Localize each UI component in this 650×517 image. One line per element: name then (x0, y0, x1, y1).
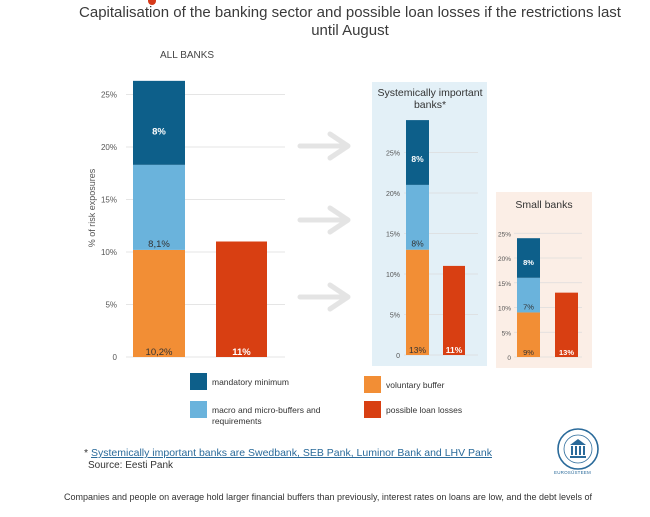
source-note: Source: Eesti Pank (88, 460, 174, 471)
all-banks-tick-label: 20% (101, 143, 117, 152)
arrow-icon (297, 282, 351, 312)
all-banks-bar-macro (133, 164, 185, 250)
all-banks-data-label: 8% (152, 126, 166, 137)
legend-swatch-voluntary (364, 376, 381, 393)
arrow-icon (297, 131, 351, 161)
systemic-banks-data-label: 11% (446, 345, 463, 355)
systemic-banks-tick-label: 25% (386, 151, 400, 158)
small-banks-title: Small banks (515, 199, 573, 211)
small-banks-tick-label: 25% (498, 231, 511, 238)
all-banks-tick-label: 0 (113, 353, 118, 362)
all-banks-title: ALL BANKS (160, 50, 215, 61)
systemic-banks-tick-label: 10% (386, 272, 400, 279)
systemic-banks-bar-mandatory (406, 120, 429, 185)
legend-swatch-mandatory (190, 373, 207, 390)
all-banks-data-label: 8,1% (148, 239, 170, 250)
systemic-banks-data-label: 8% (411, 154, 424, 164)
footnote-marker: * (84, 447, 89, 459)
all-banks-tick-label: 25% (101, 91, 117, 100)
small-banks-data-label: 9% (523, 348, 534, 357)
small-banks-data-label: 7% (523, 302, 534, 311)
footnote: * Systemically important banks are Swedb… (84, 447, 492, 459)
systemic-banks-panel (372, 82, 487, 366)
legend-item-losses: possible loan losses (364, 401, 524, 421)
small-banks-data-label: 8% (523, 258, 534, 267)
systemic-banks-title: Systemically important banks* (377, 87, 483, 111)
all-banks-tick-label: 15% (101, 196, 117, 205)
systemic-banks-bar-losses (443, 265, 465, 355)
systemic-banks-data-label: 8% (411, 239, 424, 249)
article-paragraph: Companies and people on average hold lar… (64, 492, 592, 502)
title-accent-mark (148, 0, 156, 5)
chart-title: Capitalisation of the banking sector and… (79, 4, 621, 39)
eesti-pank-logo (556, 427, 600, 471)
y-axis-title: % of risk exposures (87, 168, 97, 247)
systemic-banks-bar-voluntary (406, 249, 429, 355)
legend-item-voluntary: voluntary buffer (364, 376, 524, 396)
all-banks-bar-losses (216, 241, 267, 357)
systemic-banks-tick-label: 0 (396, 353, 400, 360)
small-banks-data-label: 13% (559, 348, 574, 357)
legend-label-macro: macro and micro-buffers and requirements (212, 405, 321, 426)
systemic-banks-data-label: 13% (409, 345, 426, 355)
all-banks-data-label: 10,2% (146, 347, 173, 358)
legend-swatch-macro (190, 401, 207, 418)
all-banks-tick-label: 5% (105, 301, 117, 310)
legend-swatch-losses (364, 401, 381, 418)
small-banks-tick-label: 15% (498, 281, 511, 288)
legend-item-macro: macro and micro-buffers and requirements (190, 401, 350, 429)
all-banks-bar-voluntary (133, 249, 185, 357)
legend-label-mandatory: mandatory minimum (212, 377, 289, 387)
arrow-icon (297, 205, 351, 235)
small-banks-bar-voluntary (517, 312, 540, 357)
legend-label-losses: possible loan losses (386, 405, 463, 415)
all-banks-tick-label: 10% (101, 248, 117, 257)
small-banks-tick-label: 0 (507, 355, 511, 362)
small-banks-tick-label: 10% (498, 306, 511, 313)
systemic-banks-bar-macro (406, 184, 429, 250)
small-banks-bar-macro (517, 277, 540, 313)
small-banks-bar-losses (555, 292, 578, 357)
footnote-link[interactable]: Systemically important banks are Swedban… (91, 447, 492, 459)
small-banks-tick-label: 5% (502, 330, 512, 337)
systemic-banks-tick-label: 15% (386, 232, 400, 239)
legend-label-voluntary: voluntary buffer (386, 380, 445, 390)
all-banks-bar-mandatory (133, 80, 185, 165)
logo-caption: EUROSÜSTEEM (554, 470, 591, 475)
small-banks-tick-label: 20% (498, 256, 511, 263)
small-banks-bar-mandatory (517, 238, 540, 278)
legend-item-mandatory: mandatory minimum (190, 373, 350, 393)
all-banks-data-label: 11% (232, 347, 251, 358)
systemic-banks-tick-label: 5% (390, 313, 400, 320)
systemic-banks-tick-label: 20% (386, 191, 400, 198)
